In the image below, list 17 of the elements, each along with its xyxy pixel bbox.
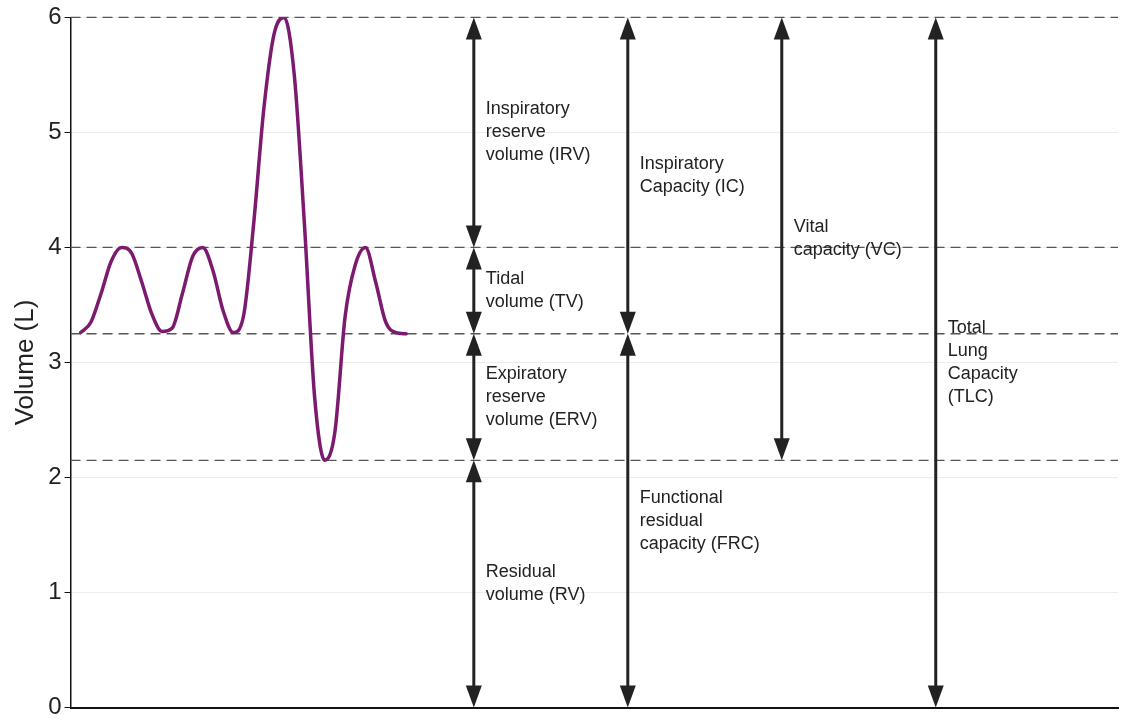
y-tick-label: 2	[48, 462, 62, 490]
y-tick-label: 4	[48, 232, 62, 260]
annotation: Expiratory reserve volume (ERV)	[485, 362, 598, 429]
annotation: Total Lung Capacity (TLC)	[947, 316, 1018, 406]
y-tick-label: 6	[48, 2, 62, 30]
annotation: Tidal volume (TV)	[485, 268, 584, 312]
annotation: Vital capacity (VC)	[793, 216, 902, 260]
annotation: Functional residual capacity (FRC)	[639, 486, 760, 553]
y-tick-label: 1	[48, 577, 62, 605]
y-axis-title: Volume (L)	[8, 299, 39, 426]
y-tick-label: 5	[48, 117, 62, 145]
annotation: Inspiratory Capacity (IC)	[639, 153, 745, 197]
y-tick-label: 3	[48, 347, 62, 375]
annotation: Inspiratory reserve volume (IRV)	[485, 98, 591, 165]
annotation: Residual volume (RV)	[485, 561, 586, 605]
y-tick-label: 0	[48, 692, 62, 720]
line-series	[78, 17, 408, 463]
